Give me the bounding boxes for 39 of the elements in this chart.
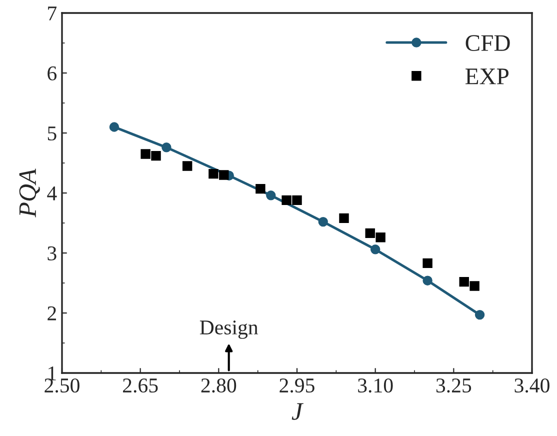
point	[162, 142, 172, 152]
point	[422, 276, 432, 286]
legend-label: CFD	[466, 35, 510, 52]
point	[151, 150, 161, 161]
point	[208, 168, 218, 179]
point	[266, 190, 276, 200]
annotation: Design	[200, 320, 258, 339]
point	[182, 161, 192, 171]
point	[474, 310, 485, 320]
y-tick-label: 7	[48, 6, 57, 20]
point	[219, 170, 229, 180]
point	[109, 122, 120, 132]
y-tick-label: 2	[48, 306, 56, 320]
x-axis-title: J	[292, 403, 304, 420]
point	[318, 216, 328, 227]
x-tick-label: 3.40	[514, 378, 550, 393]
x-tick-label: 2.65	[123, 378, 158, 393]
x-tick-label: 3.10	[358, 378, 393, 393]
point	[292, 195, 302, 206]
legend-label: EXP	[466, 68, 508, 84]
point	[365, 228, 375, 238]
point	[370, 244, 380, 254]
point	[376, 232, 386, 242]
x-tick-label: 2.80	[201, 378, 236, 393]
point	[459, 276, 469, 287]
point	[140, 149, 150, 159]
point	[256, 184, 266, 194]
y-tick-label: 4	[47, 186, 57, 200]
y-tick-label: 6	[48, 66, 57, 80]
point	[422, 258, 432, 268]
x-tick-label: 2.95	[280, 378, 314, 393]
x-tick-label: 3.25	[436, 378, 472, 393]
x-tick-label: 2.50	[44, 378, 80, 393]
y-axis-title: PQA	[19, 168, 40, 218]
y-tick-label: 5	[48, 126, 56, 140]
point	[339, 213, 349, 224]
point	[282, 195, 292, 206]
y-tick-label: 3	[48, 246, 56, 260]
point	[470, 281, 480, 291]
